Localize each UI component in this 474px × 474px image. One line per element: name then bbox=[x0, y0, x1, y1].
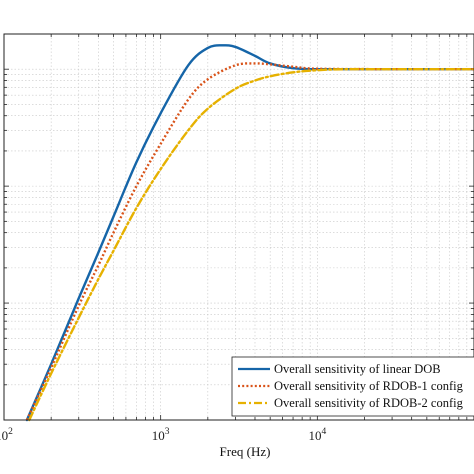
x-axis-title: Freq (Hz) bbox=[220, 444, 271, 459]
x-tick-label: 103 bbox=[152, 427, 170, 443]
legend-label: Overall sensitivity of RDOB-2 config bbox=[274, 396, 464, 410]
legend-box bbox=[231, 356, 474, 417]
legend: Overall sensitivity of linear DOB Overall… bbox=[231, 356, 474, 417]
x-tick-label: 102 bbox=[0, 427, 13, 443]
series-lines bbox=[25, 44, 474, 422]
plot-frame bbox=[3, 33, 474, 421]
grid bbox=[3, 33, 474, 421]
legend-label: Overall sensitivity of RDOB-1 config bbox=[274, 379, 464, 393]
legend-label: Overall sensitivity of linear DOB bbox=[274, 362, 441, 376]
x-tick-label: 104 bbox=[308, 427, 326, 443]
series-line-3 bbox=[28, 67, 474, 422]
x-tick-labels: 102 103 104 bbox=[0, 427, 326, 443]
series-line-2 bbox=[25, 62, 474, 421]
